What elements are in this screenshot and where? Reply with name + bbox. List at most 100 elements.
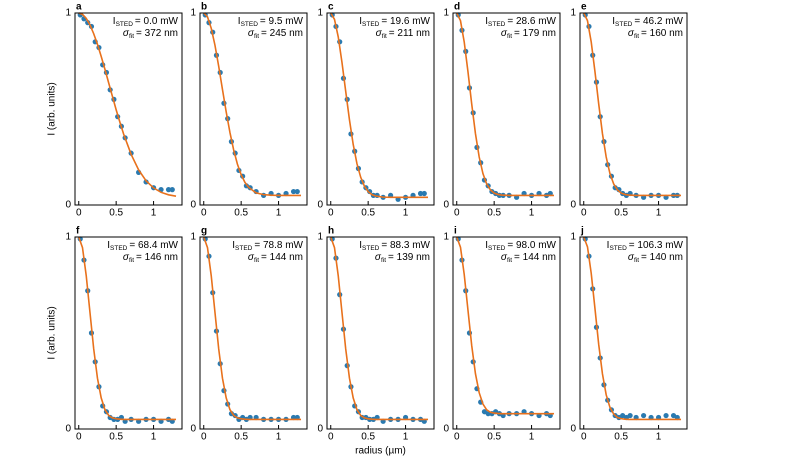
x-tick-label: 0.5: [109, 432, 123, 443]
subscript: fit: [634, 257, 639, 264]
x-tick-label: 1: [276, 432, 282, 443]
symbol: I: [359, 16, 362, 27]
subscript: fit: [634, 33, 639, 40]
x-tick-label: 0.5: [487, 432, 501, 443]
fit-curve: [455, 236, 555, 415]
y-tick-label: 0: [317, 200, 323, 211]
fit-curve: [456, 12, 555, 197]
panel-letter: a: [76, 2, 82, 13]
panel-letter: e: [581, 2, 587, 13]
subscript: STED: [615, 21, 633, 28]
annotation: σfit = 144 nm: [248, 252, 303, 264]
data-point: [421, 190, 427, 197]
fit-curve: [329, 236, 429, 421]
annotation: ISTED = 0.0 mW: [113, 16, 179, 28]
symbol: I: [607, 240, 610, 251]
y-tick-label: 1: [65, 8, 71, 19]
data-point: [663, 412, 669, 419]
annotation-text: = 0.0 mW: [135, 16, 179, 27]
x-tick-label: 0.5: [614, 208, 628, 219]
annotation: σfit = 140 nm: [628, 252, 683, 264]
subscript: STED: [362, 245, 380, 252]
y-tick-label: 0: [570, 424, 576, 435]
fit-curve: [582, 236, 682, 421]
annotation: σfit = 245 nm: [248, 28, 303, 40]
x-tick-label: 0.5: [234, 432, 248, 443]
symbol: I: [232, 240, 235, 251]
subscript: STED: [609, 245, 627, 252]
x-tick-label: 0.5: [614, 432, 628, 443]
x-tick-label: 0: [581, 432, 587, 443]
y-tick-label: 0: [65, 200, 71, 211]
subscript: fit: [129, 33, 134, 40]
x-tick-label: 1: [403, 432, 409, 443]
axes-frame: [326, 236, 435, 430]
annotation: σfit = 146 nm: [123, 252, 178, 264]
symbol: σ: [123, 252, 130, 263]
annotation-text: = 144 nm: [514, 252, 556, 263]
panel-letter: j: [580, 226, 584, 237]
panel-letter: g: [201, 226, 207, 237]
x-tick-label: 0: [76, 208, 82, 219]
annotation-text: = 88.3 mW: [381, 240, 430, 251]
axes-frame: [199, 12, 308, 206]
annotation: ISTED = 78.8 mW: [232, 240, 303, 252]
axes-frame: [452, 12, 561, 206]
fit-curve: [583, 12, 682, 197]
fit-curve: [330, 12, 429, 199]
x-tick-label: 0: [201, 432, 207, 443]
axes-frame: [579, 12, 688, 206]
fit-curve: [203, 12, 302, 197]
y-tick-label: 1: [317, 8, 323, 19]
x-tick-label: 0: [328, 208, 334, 219]
subscript: STED: [362, 21, 380, 28]
axes-frame: [326, 12, 435, 206]
annotation: ISTED = 68.4 mW: [107, 240, 178, 252]
annotation-text: = 179 nm: [514, 28, 556, 39]
symbol: σ: [248, 28, 255, 39]
symbol: σ: [628, 28, 635, 39]
annotation-text: = 98.0 mW: [507, 240, 556, 251]
x-tick-label: 1: [403, 208, 409, 219]
subscript: fit: [254, 257, 259, 264]
y-tick-label: 1: [570, 8, 576, 19]
annotation-text: = 78.8 mW: [254, 240, 303, 251]
y-tick-label: 0: [443, 424, 449, 435]
x-tick-label: 0.5: [487, 208, 501, 219]
subscript: STED: [116, 21, 134, 28]
annotation: σfit = 211 nm: [376, 28, 430, 40]
annotation-text: = 146 nm: [136, 252, 178, 263]
x-tick-label: 0: [201, 208, 207, 219]
subscript: STED: [110, 245, 128, 252]
annotation-text: = 140 nm: [641, 252, 683, 263]
symbol: I: [238, 16, 241, 27]
annotation-text: = 9.5 mW: [260, 16, 304, 27]
panel-letter: h: [328, 226, 334, 237]
symbol: σ: [501, 252, 508, 263]
annotation-text: = 139 nm: [388, 252, 430, 263]
symbol: σ: [376, 28, 383, 39]
axes-frame: [74, 12, 183, 206]
x-tick-label: 1: [276, 208, 282, 219]
data-point: [627, 412, 633, 419]
subscript: fit: [507, 257, 512, 264]
fit-curve: [202, 236, 302, 421]
subscript: fit: [254, 33, 259, 40]
data-point: [641, 412, 647, 419]
x-tick-label: 0.5: [234, 208, 248, 219]
x-tick-label: 0: [76, 432, 82, 443]
subscript: STED: [488, 21, 506, 28]
data-point: [165, 187, 172, 193]
y-tick-label: 0: [65, 424, 71, 435]
annotation: σfit = 160 nm: [628, 28, 683, 40]
panel-letter: f: [76, 226, 80, 237]
annotation-text: = 46.2 mW: [634, 16, 683, 27]
data-point: [290, 188, 297, 195]
annotation: ISTED = 106.3 mW: [607, 240, 684, 252]
x-tick-label: 1: [529, 208, 535, 219]
